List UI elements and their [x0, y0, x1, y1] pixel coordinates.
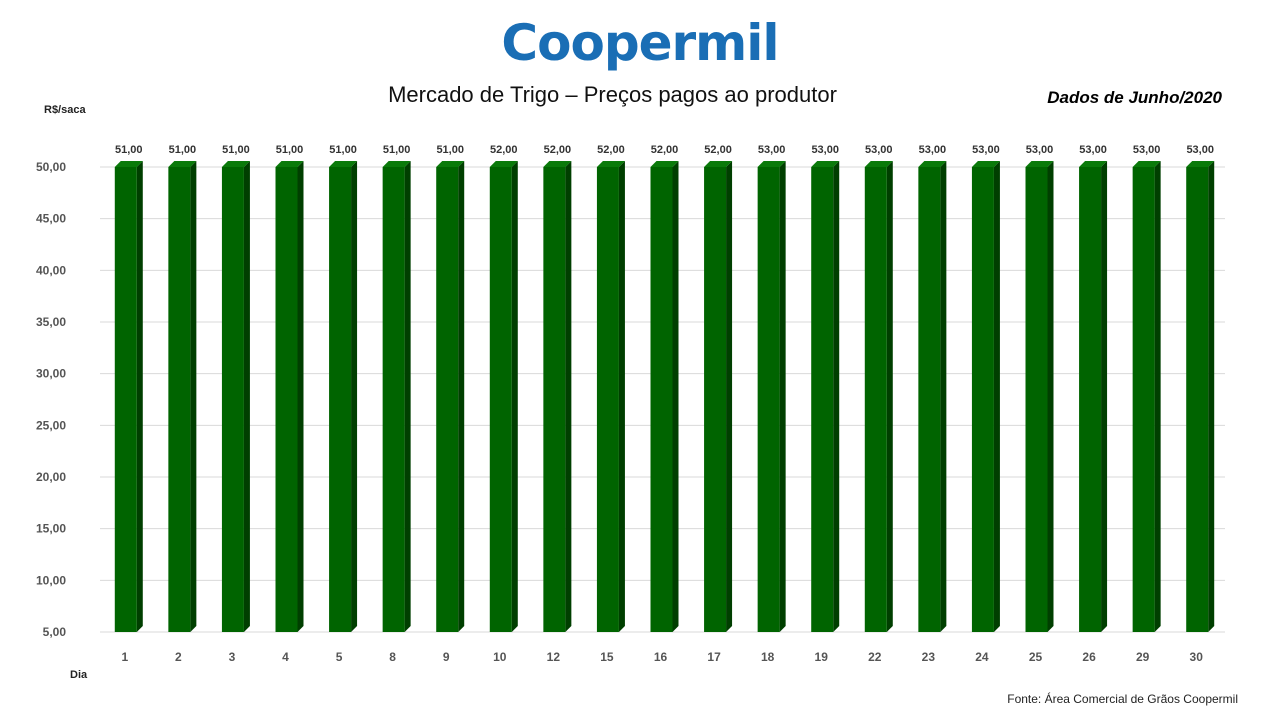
x-tick-label: 3: [229, 650, 236, 664]
y-tick-label: 45,00: [36, 212, 66, 226]
x-tick-label: 9: [443, 650, 450, 664]
data-label: 51,00: [115, 144, 143, 156]
bar: [489, 161, 518, 632]
bar: [543, 161, 572, 632]
bar: [1132, 161, 1161, 632]
bar: [1186, 161, 1215, 632]
data-label: 53,00: [972, 144, 1000, 156]
bar: [864, 161, 893, 632]
bar: [811, 161, 840, 632]
data-label: 53,00: [919, 144, 947, 156]
bars: [114, 161, 1215, 632]
x-tick-label: 22: [868, 650, 882, 664]
x-tick-label: 1: [121, 650, 128, 664]
bar: [971, 161, 1000, 632]
x-tick-label: 8: [389, 650, 396, 664]
bar: [596, 161, 625, 632]
y-tick-label: 35,00: [36, 315, 66, 329]
x-tick-label: 24: [975, 650, 989, 664]
bar: [1025, 161, 1054, 632]
data-label: 51,00: [329, 144, 357, 156]
x-tick-label: 16: [654, 650, 668, 664]
data-label: 51,00: [436, 144, 464, 156]
y-tick-label: 10,00: [36, 573, 66, 587]
x-tick-label: 29: [1136, 650, 1150, 664]
x-axis-ticks: 1 2 3 4 5 8 9 10 12 15 16 17 18 19 22 23 24 25 26 29 30: [121, 650, 1203, 664]
bar: [168, 161, 197, 632]
data-label: 53,00: [1026, 144, 1054, 156]
y-axis-ticks: 50,00 45,00 40,00 35,00 30,00 25,00 20,00 15,00…: [36, 160, 66, 639]
y-tick-label: 50,00: [36, 160, 66, 174]
bar: [329, 161, 358, 632]
data-label: 53,00: [865, 144, 893, 156]
data-labels: 51,00 51,00 51,00 51,00 51,00 51,00 51,00 52,00…: [115, 144, 1214, 156]
data-label: 51,00: [276, 144, 304, 156]
data-label: 51,00: [169, 144, 197, 156]
x-tick-label: 26: [1082, 650, 1096, 664]
y-tick-label: 15,00: [36, 522, 66, 536]
x-tick-label: 18: [761, 650, 775, 664]
x-tick-label: 5: [336, 650, 343, 664]
y-tick-label: 25,00: [36, 418, 66, 432]
y-axis-label: R$/saca: [44, 104, 86, 116]
period-label: Dados de Junho/2020: [1047, 88, 1222, 107]
data-label: 53,00: [811, 144, 839, 156]
x-tick-label: 19: [815, 650, 829, 664]
data-label: 53,00: [1186, 144, 1214, 156]
bar: [918, 161, 947, 632]
x-tick-label: 30: [1190, 650, 1204, 664]
x-tick-label: 17: [707, 650, 721, 664]
bar: [114, 161, 143, 632]
data-label: 52,00: [544, 144, 572, 156]
bar: [1079, 161, 1108, 632]
bar: [382, 161, 411, 632]
data-label: 53,00: [758, 144, 786, 156]
data-label: 52,00: [597, 144, 625, 156]
data-label: 53,00: [1079, 144, 1107, 156]
data-label: 51,00: [222, 144, 250, 156]
x-tick-label: 23: [922, 650, 936, 664]
x-axis-label: Dia: [70, 669, 88, 681]
company-logo: Coopermil: [501, 14, 779, 72]
data-label: 51,00: [383, 144, 411, 156]
data-label: 52,00: [651, 144, 679, 156]
bar: [221, 161, 250, 632]
y-tick-label: 20,00: [36, 470, 66, 484]
bar: [704, 161, 733, 632]
data-label: 52,00: [704, 144, 732, 156]
chart-title: Mercado de Trigo – Preços pagos ao produ…: [388, 82, 837, 107]
y-tick-label: 30,00: [36, 367, 66, 381]
x-tick-label: 12: [547, 650, 561, 664]
data-label: 53,00: [1133, 144, 1161, 156]
y-tick-label: 5,00: [43, 625, 67, 639]
source-note: Fonte: Área Comercial de Grãos Coopermil: [1007, 692, 1238, 706]
bar: [275, 161, 304, 632]
bar: [650, 161, 679, 632]
bar: [757, 161, 786, 632]
x-tick-label: 4: [282, 650, 289, 664]
x-tick-label: 25: [1029, 650, 1043, 664]
data-label: 52,00: [490, 144, 518, 156]
bar: [436, 161, 465, 632]
y-tick-label: 40,00: [36, 263, 66, 277]
x-tick-label: 15: [600, 650, 614, 664]
x-tick-label: 2: [175, 650, 182, 664]
x-tick-label: 10: [493, 650, 507, 664]
